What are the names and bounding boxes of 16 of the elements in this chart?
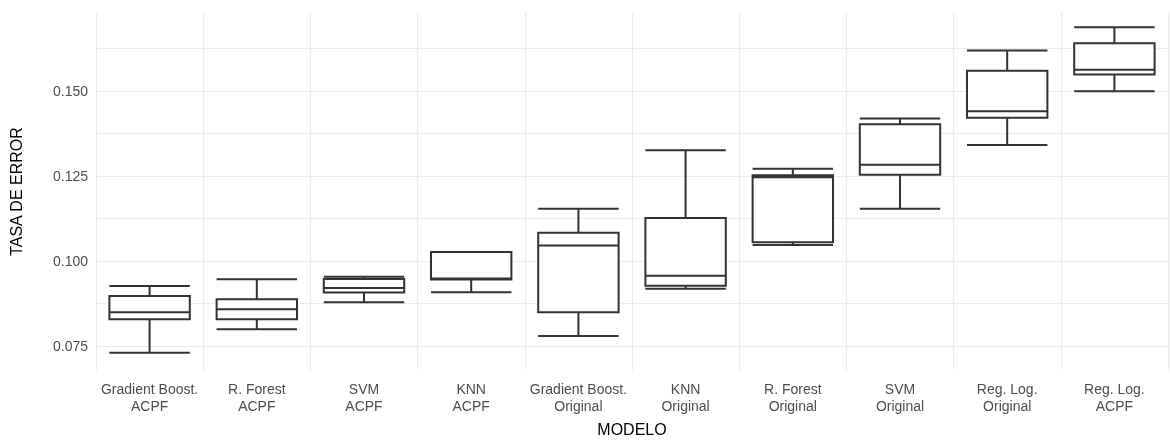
- x-axis-title: MODELO: [597, 420, 667, 438]
- y-tick-label: 0.150: [52, 83, 89, 100]
- x-tick-label: R. Forest Original: [764, 380, 822, 414]
- x-tick-label: KNN ACPF: [452, 380, 490, 414]
- x-tick-label: SVM Original: [875, 380, 925, 414]
- x-tick-label: Reg. Log. Original: [976, 380, 1038, 414]
- y-tick-label: 0.075: [52, 338, 89, 355]
- x-tick-label: Reg. Log. ACPF: [1084, 380, 1145, 414]
- x-tick-label: Gradient Boost. Original: [529, 380, 628, 414]
- y-tick-label: 0.100: [52, 253, 89, 270]
- y-tick-label: 0.125: [52, 168, 89, 185]
- y-axis-title: TASA DE ERROR: [7, 127, 25, 256]
- x-tick-label: Gradient Boost. ACPF: [100, 380, 199, 414]
- x-tick-label: SVM ACPF: [345, 380, 383, 414]
- x-tick-label: KNN Original: [661, 380, 710, 414]
- x-tick-label: R. Forest ACPF: [228, 380, 286, 414]
